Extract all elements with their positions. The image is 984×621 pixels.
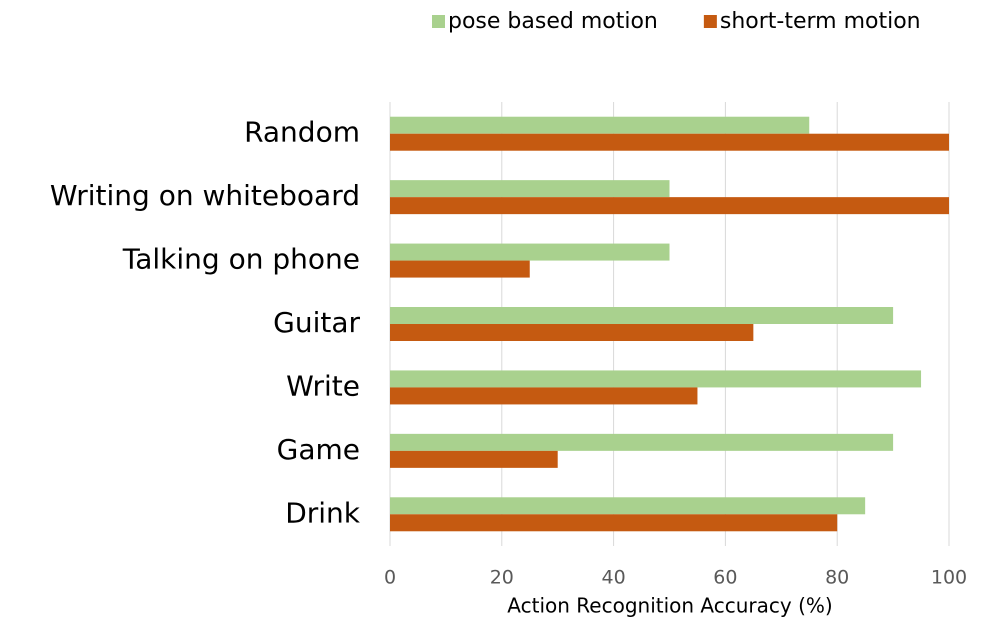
bar (390, 116, 810, 134)
bar (390, 133, 949, 151)
x-tick-label: 0 (384, 567, 396, 589)
bar (390, 324, 754, 341)
x-tick-label: 80 (825, 567, 849, 589)
x-axis-label: Action Recognition Accuracy (%) (507, 594, 832, 618)
bar (390, 514, 838, 532)
x-tick-label: 40 (602, 567, 626, 589)
bar (390, 433, 894, 451)
bar (390, 370, 922, 388)
x-tick-label: 60 (713, 567, 737, 589)
legend-swatch (432, 15, 445, 28)
bar (390, 497, 866, 515)
legend-swatch (703, 15, 717, 28)
bar (390, 387, 698, 405)
bar (390, 450, 558, 468)
legend-label: short-term motion (720, 9, 921, 34)
bar (390, 180, 670, 198)
y-tick-label: Guitar (273, 306, 360, 339)
legend-label: pose based motion (448, 9, 658, 34)
x-tick-label: 100 (931, 567, 967, 589)
bar (390, 307, 894, 324)
y-tick-label: Writing on whiteboard (50, 179, 360, 212)
y-tick-label: Talking on phone (122, 243, 360, 276)
bar (390, 197, 949, 215)
y-tick-label: Write (286, 369, 360, 402)
bar (390, 260, 530, 278)
y-tick-label: Game (277, 433, 360, 466)
bar (390, 243, 670, 261)
y-tick-label: Drink (285, 496, 361, 529)
y-tick-label: Random (244, 116, 360, 149)
x-tick-label: 20 (490, 567, 514, 589)
